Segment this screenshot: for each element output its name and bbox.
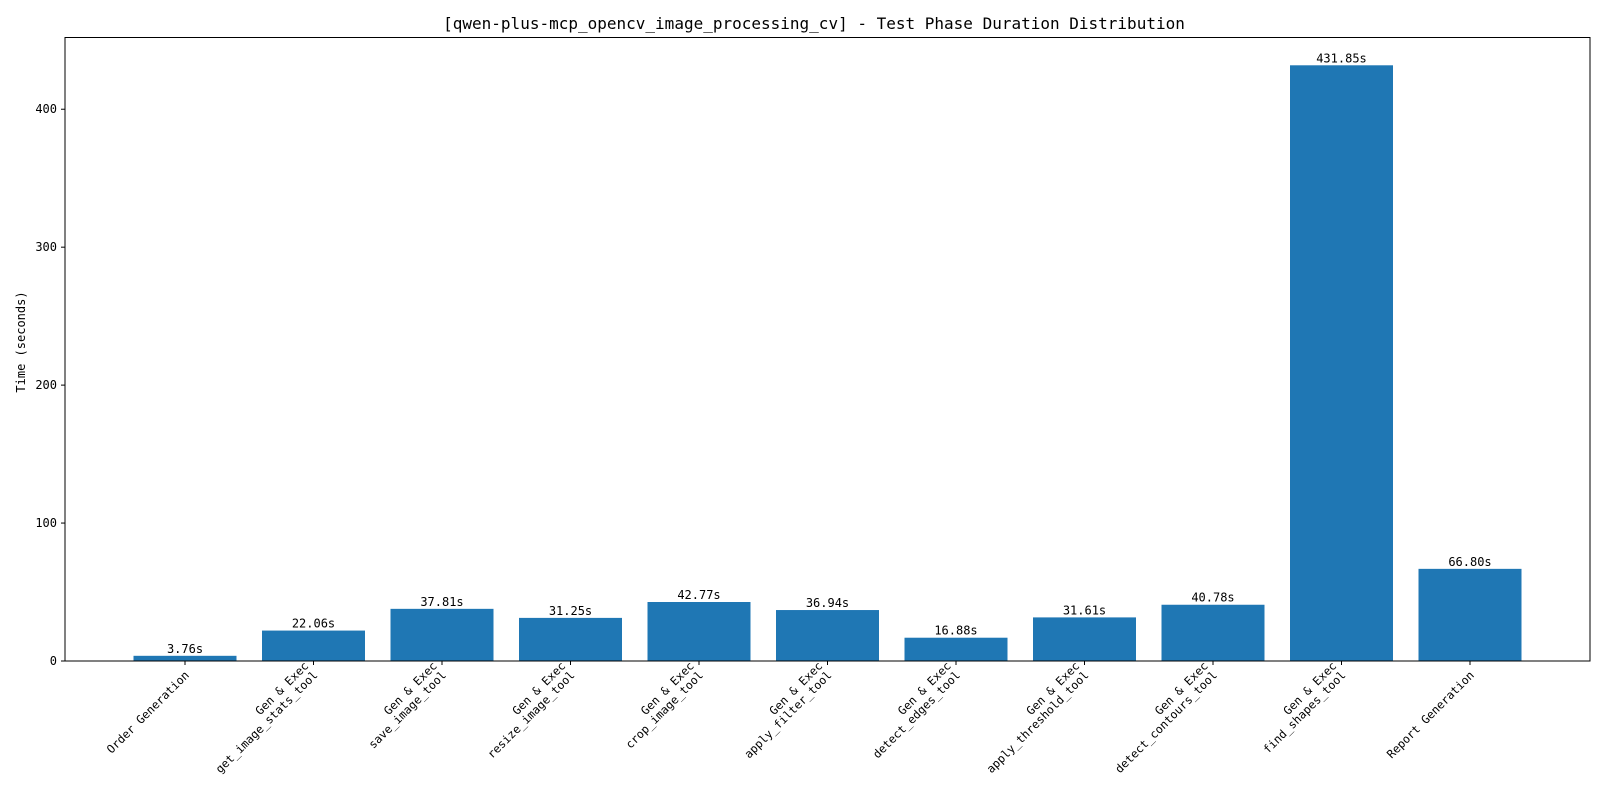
x-tick-labels: Order Generation Gen & Execget_image_stat…: [104, 659, 1477, 776]
x-tick-label-line: get_image_stats_tool: [213, 668, 321, 776]
x-tick-label: Order Generation: [104, 668, 192, 756]
bar-value-label: 31.25s: [549, 604, 592, 618]
x-tick-label-line: resize_image_tool: [484, 668, 577, 761]
bar: [1161, 604, 1265, 661]
bar-value-label: 40.78s: [1191, 591, 1234, 605]
x-tick-label-line: Report Generation: [1384, 668, 1477, 761]
x-tick-label-line: detect_contours_tool: [1112, 668, 1220, 776]
bar-value-label: 66.80s: [1448, 555, 1491, 569]
x-tick-label-line: Order Generation: [104, 668, 192, 756]
y-tick-label: 0: [50, 654, 57, 668]
bar: [647, 602, 751, 661]
y-axis-label: Time (seconds): [14, 291, 28, 392]
axis-ticks: 0 100 200 300 400: [35, 102, 65, 668]
y-tick-label: 400: [35, 102, 57, 116]
bar: [519, 617, 622, 661]
bar-value-label: 31.61s: [1063, 603, 1106, 617]
bar: [262, 630, 365, 661]
bar-value-label: 37.81s: [420, 595, 463, 609]
bar: [904, 637, 1008, 661]
x-tick-label-line: apply_threshold_tool: [984, 668, 1092, 776]
bar-value-labels: 3.76s 22.06s 37.81s 31.25s 42.77s 36.94s 16.88…: [167, 51, 1492, 656]
bar-value-label: 16.88s: [934, 624, 977, 638]
plot-frame: [64, 37, 1591, 662]
bar-value-label: 36.94s: [806, 596, 849, 610]
y-tick-label: 300: [35, 240, 57, 254]
x-tick-label: Report Generation: [1384, 668, 1477, 761]
bar: [1290, 65, 1393, 661]
bar: [1033, 617, 1136, 661]
bar: [1418, 568, 1522, 661]
bar-value-label: 22.06s: [292, 617, 335, 631]
bar: [776, 610, 879, 661]
x-tick-label-line: detect_edges_tool: [870, 668, 963, 761]
y-tick-label: 200: [35, 378, 57, 392]
x-tick-label-line: apply_filter_tool: [741, 668, 834, 761]
bar-value-label: 431.85s: [1316, 51, 1367, 65]
bars: [133, 65, 1522, 661]
bar: [133, 655, 237, 661]
bar: [390, 608, 494, 661]
x-tick-label-line: find_shapes_tool: [1260, 668, 1348, 756]
chart-title: [qwen-plus-mcp_opencv_image_processing_c…: [443, 14, 1185, 33]
bar-value-label: 42.77s: [677, 588, 720, 602]
bar-value-label: 3.76s: [167, 642, 203, 656]
y-tick-label: 100: [35, 516, 57, 530]
